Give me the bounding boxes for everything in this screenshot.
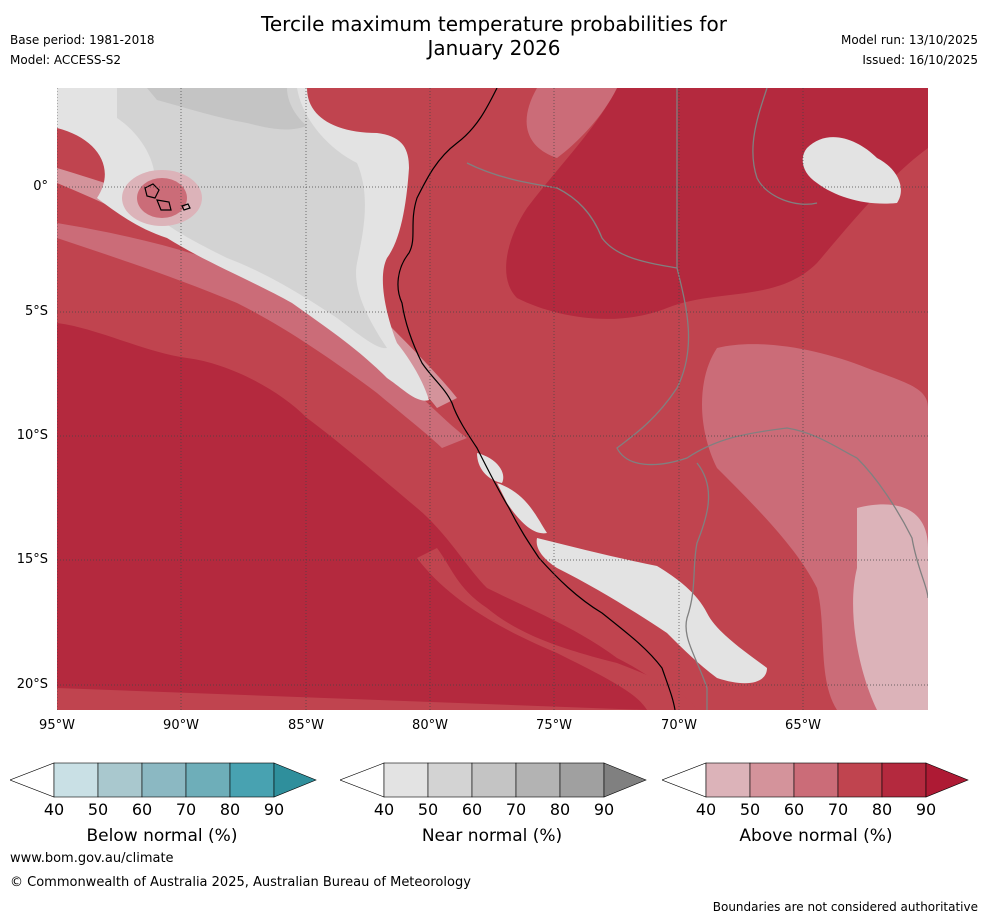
title-line-1: Tercile maximum temperature probabilitie…: [261, 12, 727, 36]
probability-map: [57, 88, 928, 710]
map-svg: [57, 88, 928, 710]
colorbar-above-seg-2: [749, 762, 795, 798]
below-tick-90: 90: [263, 800, 285, 819]
below-tick-40: 40: [43, 800, 65, 819]
colorbar-above-seg-3: [793, 762, 839, 798]
colorbar-near-svg: [339, 762, 647, 798]
lon-label-95w: 95°W: [39, 718, 75, 733]
near-tick-70: 70: [505, 800, 527, 819]
lat-label-20s: 20°S: [16, 677, 48, 692]
colorbar-near-seg-2: [427, 762, 473, 798]
lon-label-80w: 80°W: [412, 718, 448, 733]
colorbar-near-seg-1: [383, 762, 429, 798]
near-tick-50: 50: [417, 800, 439, 819]
colorbar-below-seg-1: [53, 762, 99, 798]
ocean-above-80-region: [57, 323, 677, 710]
below-tick-70: 70: [175, 800, 197, 819]
above-tick-60: 60: [783, 800, 805, 819]
colorbar-above-seg-1: [705, 762, 751, 798]
colorbar-above-svg: [661, 762, 969, 798]
country-borders: [466, 88, 928, 710]
above-tick-80: 80: [871, 800, 893, 819]
title-line-2: January 2026: [427, 36, 561, 60]
below-tick-80: 80: [219, 800, 241, 819]
colorbar-below-seg-4: [185, 762, 231, 798]
land-above-40-southeast: [853, 504, 928, 710]
coastline: [397, 88, 676, 710]
lon-label-75w: 75°W: [536, 718, 572, 733]
land-above-60-north-patch: [526, 88, 617, 158]
graticule: [57, 88, 928, 710]
galapagos-warm-core: [137, 178, 187, 218]
lon-label-85w: 85°W: [288, 718, 324, 733]
base-period: Base period: 1981-2018: [10, 33, 155, 47]
near-tick-80: 80: [549, 800, 571, 819]
meta-left: Base period: 1981-2018 Model: ACCESS-S2: [10, 30, 155, 70]
colorbar-above-seg-4: [837, 762, 883, 798]
colorbar-near-seg-3: [471, 762, 517, 798]
colorbar-below-seg-2: [97, 762, 143, 798]
near-normal-core: [117, 88, 387, 349]
colorbar-above-seg-6: [925, 762, 969, 798]
issued-date: Issued: 16/10/2025: [862, 53, 978, 67]
above-tick-40: 40: [695, 800, 717, 819]
colorbar-near: [339, 762, 650, 804]
lon-label-70w: 70°W: [661, 718, 697, 733]
above-tick-90: 90: [915, 800, 937, 819]
colorbar-above: [661, 762, 972, 804]
lat-label-15s: 15°S: [16, 552, 48, 567]
colorbar-below-seg-0: [9, 762, 55, 798]
footer-url: www.bom.gov.au/climate: [10, 851, 174, 866]
colorbar-below-svg: [9, 762, 317, 798]
below-tick-50: 50: [87, 800, 109, 819]
colorbar-above-seg-0: [661, 762, 707, 798]
lon-label-65w: 65°W: [785, 718, 821, 733]
colorbar-below: [9, 762, 320, 804]
above-tick-50: 50: [739, 800, 761, 819]
below-tick-60: 60: [131, 800, 153, 819]
lon-label-90w: 90°W: [163, 718, 199, 733]
colorbar-above-seg-5: [881, 762, 927, 798]
colorbar-below-seg-3: [141, 762, 187, 798]
colorbar-below-seg-5: [229, 762, 275, 798]
colorbar-near-seg-4: [515, 762, 561, 798]
map-title: Tercile maximum temperature probabilitie…: [0, 12, 988, 60]
colorbar-near-seg-6: [603, 762, 647, 798]
lat-label-5s: 5°S: [24, 304, 48, 319]
below-normal-label: Below normal (%): [86, 826, 238, 846]
near-normal-coastal-patch-2: [497, 483, 547, 534]
above-normal-label: Above normal (%): [739, 826, 893, 846]
colorbar-near-seg-5: [559, 762, 605, 798]
lat-label-0: 0°: [33, 179, 48, 194]
near-tick-40: 40: [373, 800, 395, 819]
near-normal-core-60: [147, 88, 307, 130]
model-name: Model: ACCESS-S2: [10, 53, 122, 67]
colorbar-below-seg-6: [273, 762, 317, 798]
lat-label-10s: 10°S: [16, 428, 48, 443]
ocean-above-60-band: [57, 223, 467, 448]
footer-disclaimer: Boundaries are not considered authoritat…: [712, 900, 978, 914]
near-normal-coastal-patch-3: [536, 538, 767, 684]
meta-right: Model run: 13/10/2025 Issued: 16/10/2025: [841, 30, 978, 70]
model-run: Model run: 13/10/2025: [840, 33, 978, 47]
galapagos-islands: [144, 183, 191, 211]
footer-copyright: © Commonwealth of Australia 2025, Austra…: [10, 875, 471, 890]
above-tick-70: 70: [827, 800, 849, 819]
near-tick-60: 60: [461, 800, 483, 819]
ocean-above-70-band: [57, 548, 697, 710]
near-tick-90: 90: [593, 800, 615, 819]
colorbar-near-seg-0: [339, 762, 385, 798]
near-normal-label: Near normal (%): [421, 826, 563, 846]
